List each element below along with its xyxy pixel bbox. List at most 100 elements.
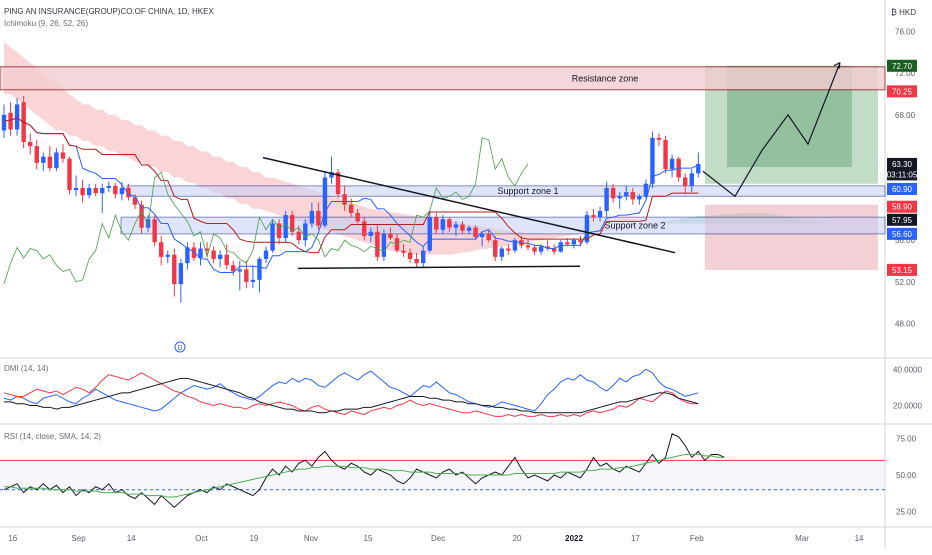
candle[interactable] — [303, 223, 308, 241]
candle[interactable] — [643, 183, 649, 197]
candle[interactable] — [191, 247, 197, 258]
candle[interactable] — [610, 187, 616, 199]
candle[interactable] — [683, 177, 688, 186]
candle[interactable] — [178, 263, 184, 284]
candle[interactable] — [8, 112, 13, 130]
candle[interactable] — [1, 114, 7, 131]
candle[interactable] — [597, 210, 603, 218]
candle[interactable] — [132, 197, 138, 205]
candle[interactable] — [552, 248, 557, 252]
candle[interactable] — [60, 152, 66, 159]
candle[interactable] — [316, 210, 321, 226]
candle[interactable] — [466, 227, 472, 231]
candle[interactable] — [558, 242, 563, 252]
candle[interactable] — [185, 247, 190, 264]
support-trendline[interactable] — [297, 265, 581, 270]
candle[interactable] — [545, 246, 550, 249]
candle[interactable] — [28, 142, 33, 147]
candle[interactable] — [650, 137, 655, 184]
candle[interactable] — [368, 231, 373, 236]
candle[interactable] — [152, 219, 157, 243]
candle[interactable] — [204, 248, 210, 251]
candle[interactable] — [348, 204, 354, 213]
candle[interactable] — [139, 204, 144, 228]
candle[interactable] — [224, 254, 229, 266]
candle[interactable] — [86, 187, 92, 196]
candle[interactable] — [584, 215, 590, 243]
candle[interactable] — [421, 250, 426, 264]
stop-zone[interactable] — [705, 204, 878, 270]
candle[interactable] — [165, 254, 170, 257]
candle[interactable] — [473, 227, 478, 238]
candle[interactable] — [309, 210, 315, 224]
candle[interactable] — [172, 254, 177, 284]
candle[interactable] — [270, 223, 275, 251]
candle[interactable] — [329, 172, 334, 178]
candle[interactable] — [571, 240, 577, 245]
candle[interactable] — [440, 219, 446, 230]
candle[interactable] — [100, 187, 105, 194]
candle[interactable] — [591, 215, 596, 218]
candle[interactable] — [41, 156, 46, 163]
candle[interactable] — [276, 223, 282, 239]
candle[interactable] — [663, 139, 668, 170]
candle[interactable] — [525, 245, 531, 248]
candle[interactable] — [656, 137, 662, 140]
candle[interactable] — [565, 242, 570, 245]
candle[interactable] — [263, 250, 269, 259]
candle[interactable] — [113, 185, 118, 195]
candle[interactable] — [67, 158, 72, 191]
candle[interactable] — [512, 240, 518, 251]
dividend-marker-icon[interactable] — [174, 341, 186, 353]
candle[interactable] — [93, 187, 98, 194]
candle[interactable] — [159, 242, 164, 257]
candle[interactable] — [427, 217, 432, 251]
candle[interactable] — [460, 224, 465, 231]
candle[interactable] — [126, 187, 131, 198]
rsi-label[interactable]: RSI (14, close, SMA, 14, 2) — [4, 432, 101, 441]
candle[interactable] — [244, 269, 249, 282]
candle[interactable] — [578, 240, 583, 243]
candle[interactable] — [231, 265, 236, 272]
candle[interactable] — [506, 248, 511, 251]
candle[interactable] — [34, 146, 39, 163]
candle[interactable] — [119, 187, 125, 195]
candle[interactable] — [296, 231, 301, 241]
candle[interactable] — [617, 196, 622, 199]
candle[interactable] — [447, 219, 452, 228]
candle[interactable] — [237, 269, 242, 272]
candle[interactable] — [407, 252, 413, 259]
descending-trendline[interactable] — [262, 156, 676, 254]
resistance-zone[interactable] — [0, 66, 886, 91]
candle[interactable] — [401, 250, 406, 253]
candle[interactable] — [375, 231, 380, 257]
candle[interactable] — [630, 192, 635, 200]
candle[interactable] — [362, 221, 367, 236]
candle[interactable] — [106, 185, 111, 188]
candle[interactable] — [80, 187, 85, 196]
candle[interactable] — [211, 250, 216, 259]
candle[interactable] — [73, 187, 79, 191]
candle[interactable] — [538, 246, 544, 252]
candle[interactable] — [335, 172, 341, 195]
candle[interactable] — [604, 187, 609, 211]
candle[interactable] — [493, 240, 498, 257]
candle[interactable] — [669, 158, 675, 170]
candle[interactable] — [342, 194, 347, 205]
candle[interactable] — [486, 233, 491, 241]
candle[interactable] — [257, 258, 262, 280]
candle[interactable] — [434, 217, 439, 230]
candle[interactable] — [388, 233, 393, 239]
indicator-label[interactable]: Ichimoku (9, 26, 52, 26) — [4, 19, 89, 28]
candle[interactable] — [499, 248, 504, 257]
candle[interactable] — [54, 152, 59, 169]
candle[interactable] — [381, 233, 387, 257]
candle[interactable] — [47, 156, 53, 169]
candle[interactable] — [322, 177, 328, 226]
candle[interactable] — [355, 213, 360, 222]
candle[interactable] — [198, 248, 203, 258]
candle[interactable] — [696, 163, 701, 174]
candle[interactable] — [479, 233, 485, 238]
